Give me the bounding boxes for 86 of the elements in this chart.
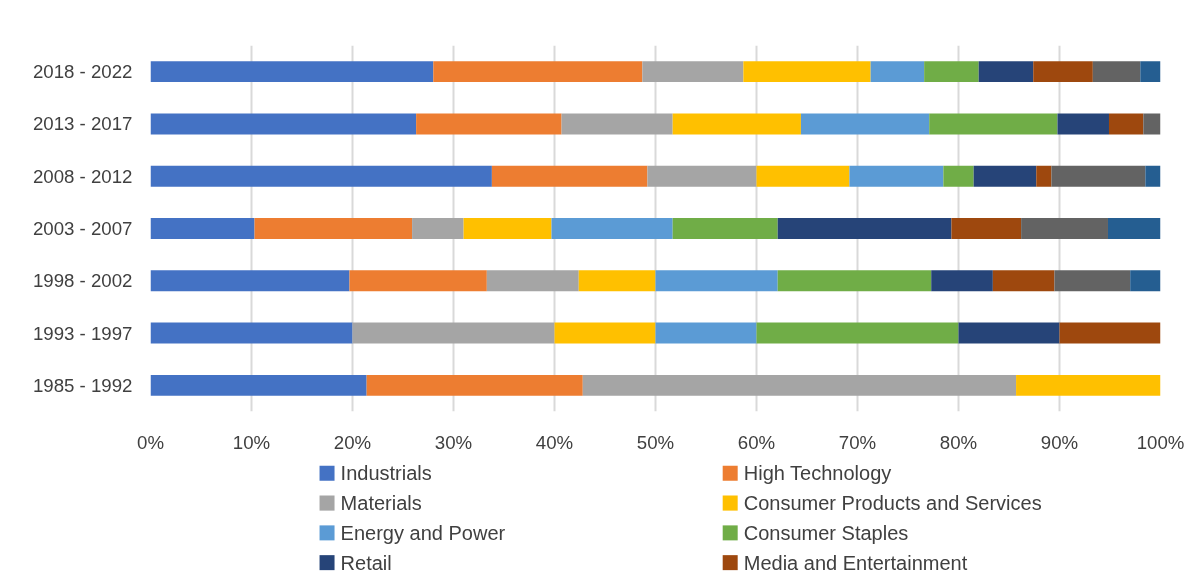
bar	[150, 322, 353, 344]
bar	[1143, 113, 1161, 135]
x-tick-label: 40%	[535, 431, 574, 453]
bar	[992, 270, 1055, 292]
bar	[672, 218, 778, 239]
y-tick-label: 1993 - 1997	[32, 322, 133, 344]
bar	[554, 322, 656, 344]
bar	[1107, 218, 1161, 239]
bar	[800, 113, 930, 135]
bar	[150, 218, 255, 239]
bar	[551, 218, 673, 239]
bar	[561, 113, 673, 135]
y-tick-label: 2003 - 2007	[32, 218, 133, 239]
y-tick-label: 2013 - 2017	[32, 113, 133, 135]
bar	[647, 165, 757, 187]
bar	[582, 374, 1017, 396]
bar	[870, 61, 925, 83]
bar	[1140, 61, 1161, 83]
x-tick-label: 10%	[232, 431, 271, 453]
bar	[150, 165, 492, 187]
bar	[463, 218, 552, 239]
bar	[491, 165, 648, 187]
bar	[1057, 113, 1109, 135]
bar	[366, 374, 583, 396]
bar	[433, 61, 643, 83]
bar	[1054, 270, 1131, 292]
bar	[777, 218, 952, 239]
bar	[929, 113, 1058, 135]
x-tick-label: 60%	[737, 431, 776, 453]
bar	[1059, 322, 1161, 344]
bar	[1145, 165, 1161, 187]
legend-label: Energy and Power	[340, 521, 506, 544]
x-tick-label: 30%	[434, 431, 473, 453]
bar	[486, 270, 579, 292]
bar	[416, 113, 562, 135]
bar	[931, 270, 993, 292]
x-tick-label: 90%	[1040, 431, 1079, 453]
bar	[150, 61, 434, 83]
bar	[349, 270, 487, 292]
bar	[412, 218, 464, 239]
bar	[973, 165, 1037, 187]
bar	[951, 218, 1022, 239]
bar	[352, 322, 555, 344]
bar	[150, 374, 367, 396]
bar	[655, 270, 778, 292]
bar	[150, 113, 417, 135]
bar	[1016, 374, 1161, 396]
bar	[1021, 218, 1108, 239]
legend-label: Consumer Products and Services	[743, 492, 1042, 515]
bar	[655, 322, 757, 344]
bar	[756, 165, 850, 187]
bar	[672, 113, 801, 135]
bar	[1036, 165, 1052, 187]
x-tick-label: 70%	[838, 431, 877, 453]
bar	[943, 165, 974, 187]
y-tick-label: 1998 - 2002	[32, 270, 133, 292]
bar	[578, 270, 656, 292]
y-tick-label: 2018 - 2022	[32, 61, 133, 83]
legend-label: Retail	[340, 551, 392, 574]
legend-label: Industrials	[340, 462, 432, 485]
bar	[743, 61, 871, 83]
bar	[254, 218, 413, 239]
bar	[1033, 61, 1093, 83]
legend-label: Materials	[340, 492, 422, 515]
bar	[642, 61, 744, 83]
x-tick-label: 50%	[636, 431, 675, 453]
bar	[849, 165, 944, 187]
legend-label: Consumer Staples	[743, 521, 909, 544]
y-tick-label: 2008 - 2012	[32, 165, 133, 187]
bar	[1092, 61, 1141, 83]
y-tick-label: 1985 - 1992	[32, 374, 133, 396]
bar	[958, 322, 1060, 344]
x-tick-label: 100%	[1136, 431, 1185, 453]
bar	[756, 322, 959, 344]
bar	[777, 270, 932, 292]
x-tick-label: 20%	[333, 431, 372, 453]
bar	[924, 61, 979, 83]
bar	[1051, 165, 1146, 187]
bar	[150, 270, 350, 292]
bar	[1130, 270, 1161, 292]
bar	[1108, 113, 1144, 135]
x-tick-label: 80%	[939, 431, 978, 453]
legend-label: Media and Entertainment	[743, 551, 968, 574]
legend-label: High Technology	[743, 462, 892, 485]
x-tick-label: 0%	[137, 431, 164, 453]
bar	[978, 61, 1034, 83]
